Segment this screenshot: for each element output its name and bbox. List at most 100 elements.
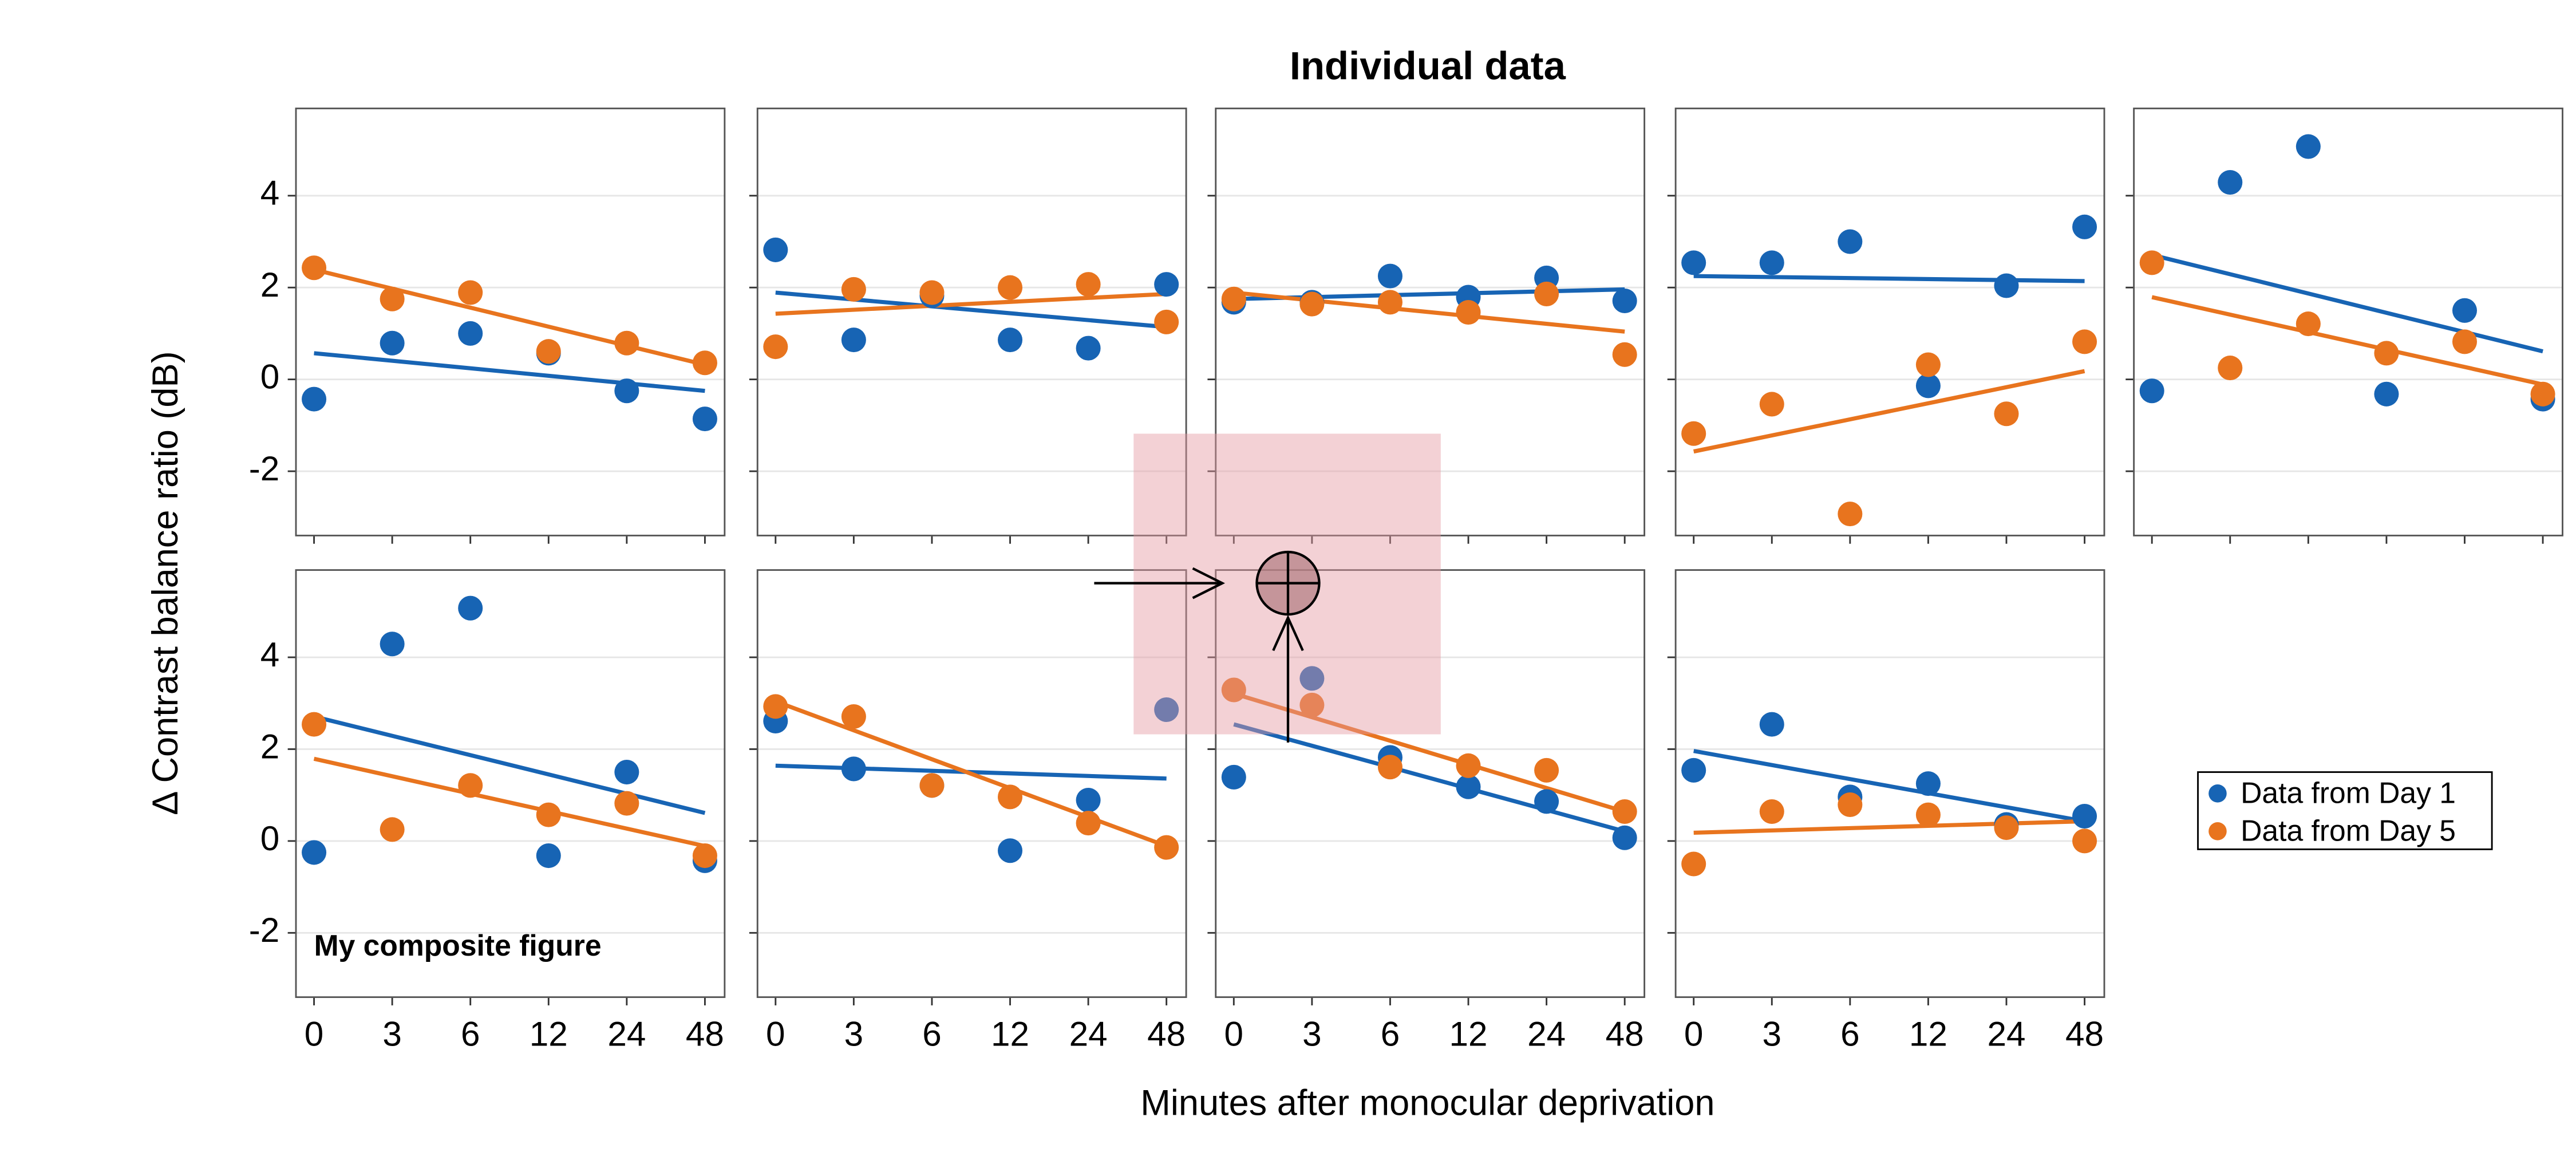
x-tick-label: 24 bbox=[1527, 1014, 1566, 1053]
data-point bbox=[2072, 804, 2097, 829]
data-point bbox=[1612, 799, 1637, 824]
data-point bbox=[458, 773, 483, 798]
data-point bbox=[1994, 815, 2019, 841]
data-point bbox=[692, 407, 717, 432]
x-tick-label: 24 bbox=[1069, 1014, 1108, 1053]
data-point bbox=[1681, 757, 1706, 783]
data-point bbox=[841, 277, 866, 302]
y-tick-label: 0 bbox=[260, 819, 280, 858]
x-tick-label: 12 bbox=[1909, 1014, 1947, 1053]
x-tick-label: 48 bbox=[686, 1014, 724, 1053]
x-tick-label: 12 bbox=[991, 1014, 1029, 1053]
data-point bbox=[1299, 666, 1325, 691]
x-axis-label: Minutes after monocular deprivation bbox=[1140, 1083, 1714, 1123]
data-point bbox=[536, 802, 561, 827]
cursor-arrow-head bbox=[1192, 567, 1226, 599]
annotation: My composite figure bbox=[314, 929, 602, 962]
data-point bbox=[1534, 789, 1559, 814]
data-point bbox=[1456, 774, 1481, 799]
data-point bbox=[919, 280, 945, 305]
data-point bbox=[1838, 229, 1863, 254]
data-point bbox=[1612, 288, 1637, 313]
data-point bbox=[998, 838, 1023, 863]
data-point bbox=[2530, 381, 2555, 407]
data-point bbox=[1076, 336, 1101, 361]
data-point bbox=[1154, 835, 1179, 860]
trend-line bbox=[1693, 274, 2085, 283]
data-point bbox=[1994, 401, 2019, 427]
y-axis-label: Δ Contrast balance ratio (dB) bbox=[145, 351, 185, 815]
panel bbox=[1667, 107, 2105, 544]
data-point bbox=[614, 378, 639, 404]
data-point bbox=[614, 760, 639, 785]
panel-frame bbox=[756, 569, 1187, 999]
legend-label: Data from Day 1 bbox=[2241, 776, 2456, 809]
figure-title: Individual data bbox=[1290, 44, 1566, 88]
data-point bbox=[380, 817, 405, 842]
y-tick-label: 2 bbox=[260, 265, 280, 304]
trend-line bbox=[2151, 252, 2543, 354]
data-point bbox=[1076, 272, 1101, 297]
legend: Data from Day 1 Data from Day 5 bbox=[2197, 771, 2493, 850]
trend-line bbox=[775, 291, 1167, 316]
panel-frame bbox=[1674, 107, 2105, 536]
data-point bbox=[1612, 825, 1637, 850]
x-tick-label: 6 bbox=[461, 1014, 480, 1053]
x-tick-label: 12 bbox=[530, 1014, 568, 1053]
trend-line bbox=[1233, 691, 1626, 814]
data-point bbox=[380, 286, 405, 311]
data-point bbox=[2072, 214, 2097, 239]
data-point bbox=[458, 595, 483, 621]
x-tick-label: 0 bbox=[1684, 1014, 1704, 1053]
data-point bbox=[1534, 281, 1559, 306]
data-point bbox=[1681, 851, 1706, 877]
data-point bbox=[2139, 378, 2164, 404]
data-point bbox=[1534, 757, 1559, 783]
trend-line bbox=[314, 351, 705, 393]
x-tick-label: 0 bbox=[305, 1014, 324, 1053]
trend-line bbox=[775, 699, 1167, 849]
data-point bbox=[380, 632, 405, 657]
data-point bbox=[1154, 309, 1179, 334]
y-tick-label: 0 bbox=[260, 357, 280, 396]
x-tick-label: 6 bbox=[922, 1014, 942, 1053]
data-point bbox=[998, 275, 1023, 300]
data-point bbox=[1681, 250, 1706, 275]
trend-line bbox=[1693, 819, 2085, 835]
data-point bbox=[763, 694, 788, 719]
cursor bbox=[1094, 550, 1321, 743]
data-point bbox=[692, 843, 717, 869]
x-tick-label: 6 bbox=[1840, 1014, 1860, 1053]
legend-marker bbox=[2208, 784, 2227, 803]
cursor-arrow-head bbox=[1272, 614, 1304, 652]
panel-frame bbox=[1674, 569, 2105, 999]
data-point bbox=[1759, 250, 1784, 275]
data-point bbox=[1681, 421, 1706, 446]
data-point bbox=[1838, 792, 1863, 818]
trend-line bbox=[1693, 749, 2085, 823]
panel bbox=[1207, 107, 1646, 544]
x-tick-label: 12 bbox=[1449, 1014, 1488, 1053]
trend-line bbox=[775, 290, 1167, 329]
data-point bbox=[302, 386, 327, 412]
data-point bbox=[2452, 329, 2478, 354]
data-point bbox=[2452, 298, 2478, 323]
data-point bbox=[1076, 787, 1101, 813]
x-tick-label: 48 bbox=[1147, 1014, 1186, 1053]
data-point bbox=[998, 327, 1023, 353]
x-tick-label: 24 bbox=[607, 1014, 646, 1053]
data-point bbox=[1915, 771, 1941, 796]
panel bbox=[749, 107, 1187, 544]
data-point bbox=[536, 339, 561, 364]
trend-line bbox=[313, 715, 706, 815]
trend-line bbox=[313, 267, 706, 367]
x-tick-label: 48 bbox=[1606, 1014, 1644, 1053]
y-tick-label: -2 bbox=[249, 910, 280, 949]
data-point bbox=[1456, 299, 1481, 325]
data-point bbox=[1915, 802, 1941, 827]
data-point bbox=[380, 330, 405, 356]
data-point bbox=[1221, 677, 1246, 703]
y-tick-label: -2 bbox=[249, 449, 280, 488]
data-point bbox=[998, 784, 1023, 810]
